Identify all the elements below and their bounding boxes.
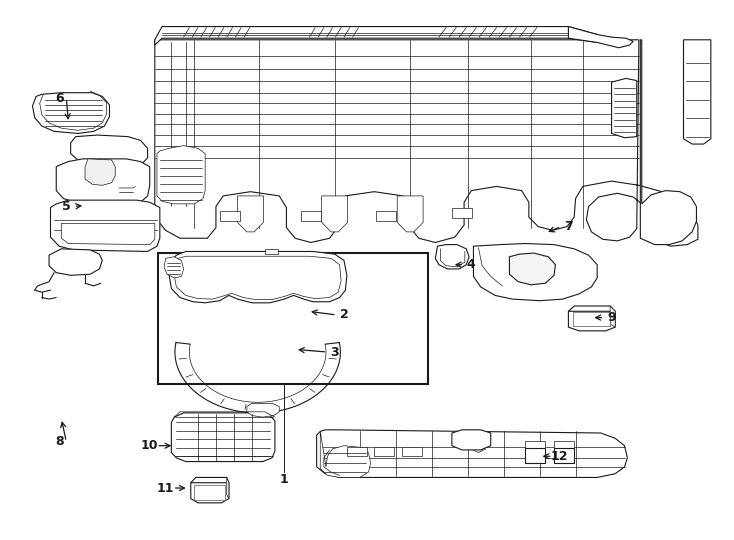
Text: 4: 4	[467, 258, 476, 271]
Polygon shape	[316, 430, 628, 477]
Polygon shape	[238, 196, 264, 232]
Polygon shape	[435, 245, 469, 269]
Polygon shape	[57, 159, 150, 204]
Text: 9: 9	[607, 311, 616, 324]
Polygon shape	[611, 78, 636, 138]
Polygon shape	[169, 252, 347, 303]
Polygon shape	[32, 93, 109, 133]
Text: 1: 1	[280, 472, 288, 485]
Bar	[374, 447, 394, 456]
Polygon shape	[191, 479, 229, 503]
Bar	[195, 485, 225, 500]
Bar	[265, 249, 277, 254]
Polygon shape	[610, 306, 615, 327]
Bar	[554, 442, 574, 451]
Polygon shape	[397, 196, 423, 232]
Polygon shape	[227, 477, 229, 498]
Polygon shape	[568, 26, 633, 48]
Bar	[452, 207, 472, 218]
Polygon shape	[157, 146, 205, 204]
Text: 12: 12	[551, 450, 569, 463]
Polygon shape	[509, 253, 556, 285]
Polygon shape	[61, 224, 155, 245]
Polygon shape	[473, 244, 597, 301]
Polygon shape	[568, 306, 615, 311]
Text: 11: 11	[157, 482, 175, 495]
Polygon shape	[70, 135, 148, 165]
Text: 7: 7	[564, 220, 573, 233]
Polygon shape	[85, 159, 115, 185]
Polygon shape	[164, 256, 184, 278]
Polygon shape	[49, 249, 102, 275]
Text: 6: 6	[55, 91, 63, 105]
Bar	[347, 447, 367, 456]
Polygon shape	[51, 200, 160, 252]
Polygon shape	[452, 430, 491, 450]
Bar	[219, 211, 240, 221]
Text: 8: 8	[55, 435, 63, 449]
Text: 3: 3	[330, 346, 339, 359]
Bar	[301, 211, 321, 221]
Bar	[573, 312, 610, 326]
Polygon shape	[321, 196, 348, 232]
Text: 2: 2	[340, 308, 349, 321]
Bar	[526, 448, 545, 463]
Bar	[554, 448, 574, 463]
Polygon shape	[171, 413, 275, 462]
Bar	[159, 253, 428, 384]
Bar	[401, 447, 421, 456]
Polygon shape	[568, 308, 615, 331]
Polygon shape	[191, 477, 229, 483]
Polygon shape	[640, 40, 697, 245]
Text: 5: 5	[62, 200, 70, 213]
Polygon shape	[320, 431, 371, 477]
Polygon shape	[155, 26, 597, 45]
Text: 10: 10	[140, 439, 158, 452]
Polygon shape	[247, 403, 279, 417]
Polygon shape	[471, 444, 486, 453]
Polygon shape	[155, 40, 698, 246]
Bar	[526, 442, 545, 451]
Polygon shape	[174, 256, 341, 300]
Bar	[376, 211, 396, 221]
Polygon shape	[683, 40, 711, 144]
